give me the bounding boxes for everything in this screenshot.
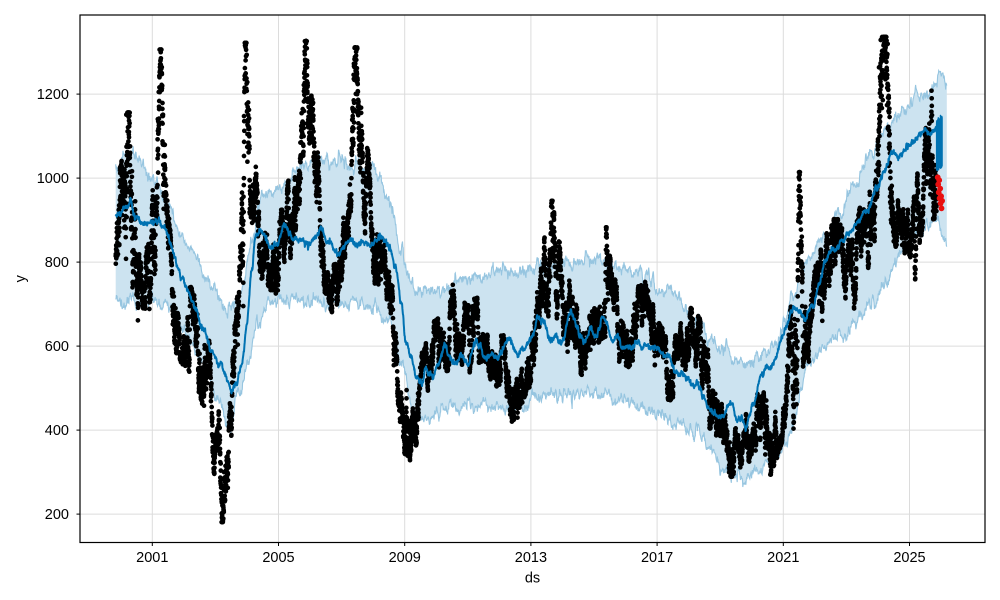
svg-text:600: 600: [45, 339, 69, 355]
svg-text:2017: 2017: [641, 550, 673, 566]
svg-text:2021: 2021: [767, 550, 799, 566]
svg-text:y: y: [13, 274, 29, 282]
svg-text:2005: 2005: [262, 550, 294, 566]
svg-text:2025: 2025: [893, 550, 925, 566]
svg-text:400: 400: [45, 423, 69, 439]
svg-text:200: 200: [45, 507, 69, 523]
svg-text:800: 800: [45, 255, 69, 271]
svg-text:2001: 2001: [136, 550, 168, 566]
svg-text:1200: 1200: [37, 87, 69, 103]
svg-text:1000: 1000: [37, 171, 69, 187]
svg-text:2009: 2009: [389, 550, 421, 566]
svg-text:2013: 2013: [515, 550, 547, 566]
svg-text:ds: ds: [525, 570, 540, 586]
